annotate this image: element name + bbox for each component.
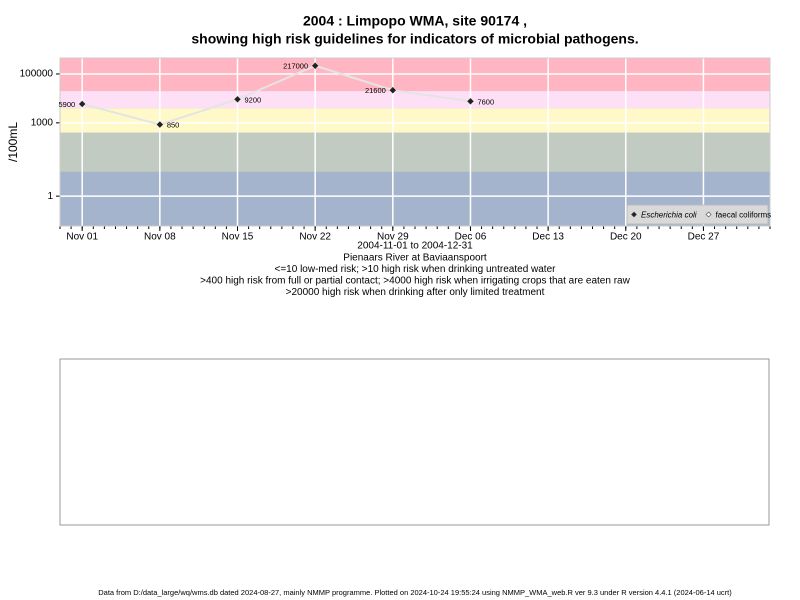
- data-label: 850: [167, 121, 180, 130]
- data-label: 21600: [365, 86, 386, 95]
- y-tick-label: 1: [47, 191, 53, 202]
- footer: Data from D:/data_large/wq/wms.db dated …: [98, 588, 732, 597]
- empty-panel: [59, 358, 770, 526]
- x-tick-label: Dec 27: [688, 232, 720, 243]
- x-tick-label: Nov 01: [66, 232, 98, 243]
- data-point: [78, 100, 87, 108]
- chart-title: 2004 : Limpopo WMA, site 90174 ,: [303, 13, 527, 29]
- y-tick-label: 100000: [20, 69, 54, 80]
- risk-band: [60, 132, 770, 172]
- y-tick-label: 1000: [31, 117, 54, 128]
- data-label: 9200: [245, 95, 262, 104]
- risk-band: [60, 108, 770, 133]
- legend-label: faecal coliforms: [716, 211, 772, 220]
- note: >400 high risk from full or partial cont…: [200, 276, 630, 287]
- x-tick-label: Nov 15: [222, 232, 254, 243]
- data-point: [466, 97, 475, 106]
- chart-subtitle: showing high risk guidelines for indicat…: [191, 31, 638, 47]
- x-tick-label: Nov 08: [144, 232, 176, 243]
- series-line: [81, 64, 471, 126]
- note: <=10 low-med risk; >10 high risk when dr…: [275, 264, 557, 275]
- data-label: 217000: [283, 62, 308, 71]
- x-tick-label: Nov 29: [377, 232, 409, 243]
- note: >20000 high risk when drinking after onl…: [286, 287, 545, 298]
- data-point: [388, 86, 397, 95]
- legend-marker: [705, 211, 712, 218]
- y-axis-label: /100mL: [6, 122, 20, 162]
- legend-box: [626, 204, 769, 225]
- data-label: 5900: [59, 100, 76, 109]
- data-label: 7600: [477, 97, 494, 106]
- x-axis-label: 2004-11-01 to 2004-12-31: [357, 241, 473, 252]
- legend-marker: [631, 211, 637, 218]
- plot-frame: [59, 57, 771, 227]
- data-point: [155, 120, 164, 129]
- x-tick-label: Dec 20: [610, 232, 642, 243]
- x-tick-label: Nov 22: [299, 232, 331, 243]
- x-tick-label: Dec 13: [532, 232, 564, 243]
- x-tick-label: Dec 06: [455, 232, 487, 243]
- data-point: [311, 61, 320, 70]
- data-point: [233, 95, 242, 104]
- legend-label: Escherichia coli: [641, 211, 697, 220]
- note: Pienaars River at Baviaanspoort: [343, 253, 487, 264]
